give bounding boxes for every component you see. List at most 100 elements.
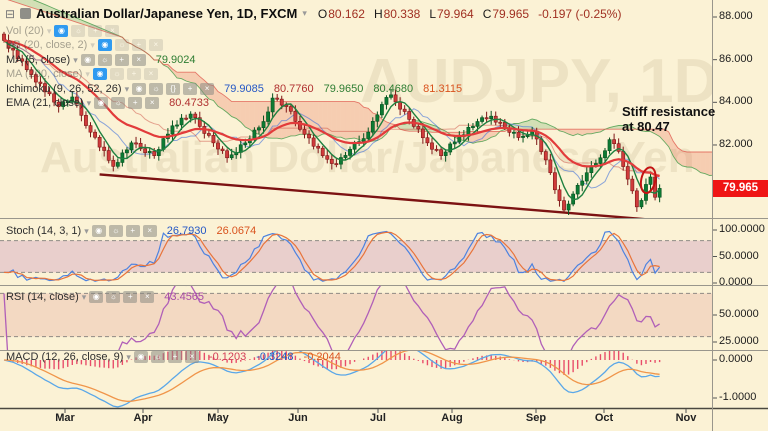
indicator-row: EMA (21, close) ▾ ◉ ☼ + × 80.4733 bbox=[6, 96, 209, 110]
indicator-value: -0.1203 bbox=[208, 351, 247, 363]
macd-pane bbox=[3, 351, 661, 408]
indicator-label[interactable]: RSI (14, close) bbox=[6, 291, 79, 303]
indicator-label[interactable]: BB (20, close, 2) bbox=[6, 39, 88, 51]
eye-icon-button[interactable]: ◉ bbox=[133, 351, 148, 363]
close-icon-button[interactable]: × bbox=[200, 83, 215, 95]
close-icon-button[interactable]: × bbox=[145, 97, 160, 109]
close-icon-button[interactable]: × bbox=[142, 225, 157, 237]
eye-icon-button[interactable]: ◉ bbox=[54, 25, 69, 37]
indicator-dropdown-caret-icon[interactable]: ▾ bbox=[90, 39, 95, 50]
indicator-label[interactable]: MA (5, close) bbox=[6, 54, 71, 66]
plus-icon-button[interactable]: + bbox=[125, 225, 140, 237]
ma5-line bbox=[3, 39, 661, 201]
indicator-label[interactable]: Vol (20) bbox=[6, 25, 44, 37]
plus-icon-button[interactable]: + bbox=[128, 97, 143, 109]
close-icon-button[interactable]: × bbox=[184, 351, 199, 363]
eye-icon-button[interactable]: ◉ bbox=[97, 39, 112, 51]
downtrend-line[interactable] bbox=[99, 173, 651, 219]
close-icon-button[interactable]: × bbox=[131, 54, 146, 66]
braces-icon-button[interactable]: {} bbox=[166, 83, 181, 95]
indicator-row: MA (5, close) ▾ ◉ ☼ + × 79.9024 bbox=[6, 53, 195, 67]
indicator-value: 80.7760 bbox=[273, 83, 314, 95]
indicator-dropdown-caret-icon[interactable]: ▾ bbox=[81, 291, 87, 302]
close-icon-button[interactable]: × bbox=[140, 291, 155, 303]
indicator-dropdown-caret-icon[interactable]: ▾ bbox=[46, 25, 52, 36]
indicator-value: 26.0674 bbox=[216, 225, 257, 237]
gear-icon-button[interactable]: ☼ bbox=[108, 225, 123, 237]
change-value: -0.197 (-0.25%) bbox=[538, 6, 622, 21]
macd-signal-line bbox=[3, 351, 660, 402]
indicator-label[interactable]: MACD (12, 26, close, 9) bbox=[6, 351, 124, 363]
close-icon-button[interactable]: × bbox=[148, 39, 163, 51]
price-scale-label: 82.000 bbox=[719, 137, 753, 150]
watermark-symbol: AUDJPY, 1D bbox=[360, 47, 718, 116]
time-axis-month-label: Aug bbox=[441, 412, 463, 424]
indicator-label[interactable]: Ichimoku (9, 26, 52, 26) bbox=[6, 83, 122, 95]
indicator-row: MACD (12, 26, close, 9) ▾ ◉ ☼ + × -0.1203 -0.32… bbox=[6, 350, 341, 364]
annotation-line-2: at 80.47 bbox=[622, 119, 670, 134]
time-axis-month-label: Jun bbox=[288, 412, 308, 424]
time-axis-month-label: May bbox=[207, 412, 229, 424]
plus-icon-button[interactable]: + bbox=[123, 291, 138, 303]
time-axis-month-label: Nov bbox=[675, 412, 697, 424]
eye-icon-button[interactable]: ◉ bbox=[89, 291, 104, 303]
plus-icon-button[interactable]: + bbox=[131, 39, 146, 51]
plus-icon-button[interactable]: + bbox=[88, 25, 103, 37]
close-value: 79.965 bbox=[492, 6, 530, 21]
rsi-scale-label: 50.0000 bbox=[719, 308, 759, 320]
price-scale-label: 88.000 bbox=[719, 10, 753, 22]
gear-icon-button[interactable]: ☼ bbox=[97, 54, 112, 66]
highlight-ellipse[interactable] bbox=[639, 166, 658, 194]
indicator-value: 80.4733 bbox=[169, 97, 209, 109]
close-icon-button[interactable]: × bbox=[143, 68, 158, 80]
gear-icon-button[interactable]: ☼ bbox=[106, 291, 121, 303]
indicator-value: 26.7930 bbox=[166, 225, 207, 237]
stoch-pane bbox=[0, 230, 712, 283]
plus-icon-button[interactable]: + bbox=[126, 68, 141, 80]
rsi-scale-label: 25.0000 bbox=[719, 335, 759, 347]
gear-icon-button[interactable]: ☼ bbox=[149, 83, 164, 95]
eye-icon-button[interactable]: ◉ bbox=[92, 68, 107, 80]
gear-icon-button[interactable]: ☼ bbox=[109, 68, 124, 80]
resistance-annotation[interactable]: Stiff resistance at 80.47 bbox=[622, 104, 715, 134]
indicator-label[interactable]: Stoch (14, 3, 1) bbox=[6, 225, 82, 237]
plus-icon-button[interactable]: + bbox=[114, 54, 129, 66]
eye-icon-button[interactable]: ◉ bbox=[91, 225, 106, 237]
indicator-dropdown-caret-icon[interactable]: ▾ bbox=[126, 351, 131, 362]
gear-icon-button[interactable]: ☼ bbox=[150, 351, 165, 363]
close-label: C bbox=[482, 6, 492, 21]
plus-icon-button[interactable]: + bbox=[183, 83, 198, 95]
indicator-label[interactable]: MA (200, close) bbox=[6, 68, 83, 80]
collapse-panel-icon[interactable]: ⊟ bbox=[5, 6, 16, 21]
stoch-d-line bbox=[3, 231, 660, 282]
plus-icon-button[interactable]: + bbox=[167, 351, 182, 363]
indicator-row: RSI (14, close) ▾ ◉ ☼ + × 43.4565 bbox=[6, 290, 204, 304]
eye-icon-button[interactable]: ◉ bbox=[94, 97, 109, 109]
eye-icon-button[interactable]: ◉ bbox=[80, 54, 95, 66]
indicator-dropdown-caret-icon[interactable]: ▾ bbox=[84, 225, 89, 236]
last-price-tag: 79.965 bbox=[713, 179, 768, 197]
stoch-scale-label: 50.0000 bbox=[719, 249, 759, 262]
indicator-value: 80.4680 bbox=[373, 83, 414, 95]
symbol-dropdown-caret-icon[interactable]: ▾ bbox=[302, 8, 307, 18]
time-axis-month-label: Jul bbox=[370, 412, 386, 424]
indicator-dropdown-caret-icon[interactable]: ▾ bbox=[86, 97, 92, 108]
time-axis-month-label: Sep bbox=[525, 412, 547, 424]
indicator-dropdown-caret-icon[interactable]: ▾ bbox=[124, 83, 130, 94]
indicator-row: Ichimoku (9, 26, 52, 26) ▾ ◉ ☼{} + × 79.9085 80… bbox=[6, 82, 462, 96]
symbol-title[interactable]: Australian Dollar/Japanese Yen, 1D, FXCM bbox=[36, 6, 298, 21]
time-axis-month-label: Mar bbox=[55, 412, 75, 424]
eye-icon-button[interactable]: ◉ bbox=[132, 83, 147, 95]
indicator-label[interactable]: EMA (21, close) bbox=[6, 97, 84, 109]
gear-icon-button[interactable]: ☼ bbox=[71, 25, 86, 37]
indicator-dropdown-caret-icon[interactable]: ▾ bbox=[85, 68, 90, 79]
gear-icon-button[interactable]: ☼ bbox=[111, 97, 126, 109]
indicator-dropdown-caret-icon[interactable]: ▾ bbox=[73, 54, 78, 65]
indicator-row: MA (200, close) ▾ ◉ ☼ + × bbox=[6, 67, 158, 81]
close-icon-button[interactable]: × bbox=[105, 25, 120, 37]
price-scale-label: 86.000 bbox=[719, 52, 753, 65]
gear-icon-button[interactable]: ☼ bbox=[114, 39, 129, 51]
indicator-value: 79.9024 bbox=[155, 54, 196, 66]
